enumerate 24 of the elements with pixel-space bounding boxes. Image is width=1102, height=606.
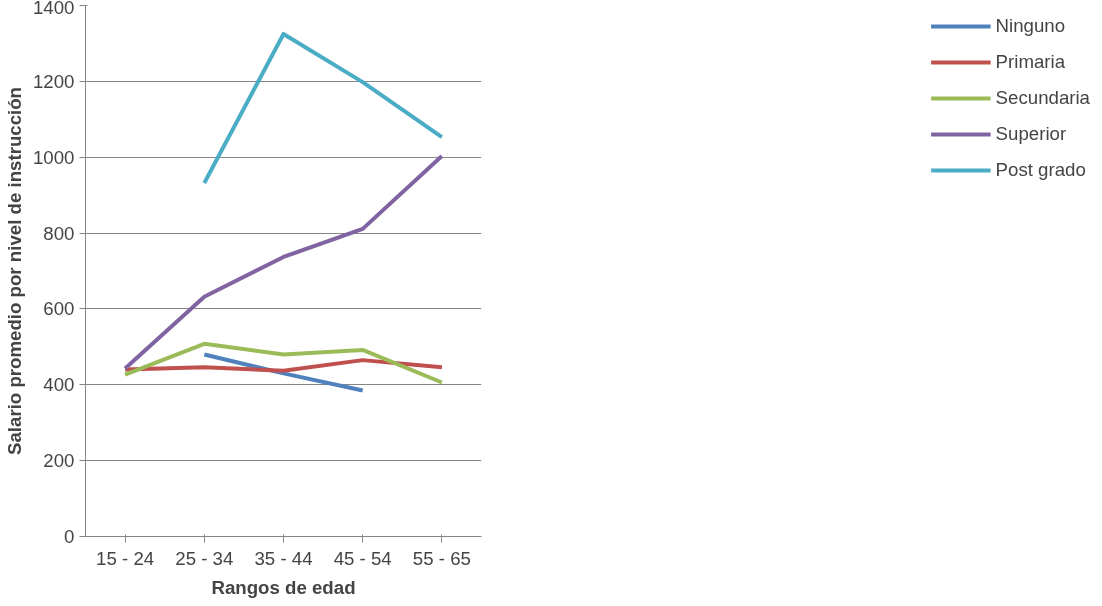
line-series (123, 358, 444, 373)
legend-label: Superior (995, 123, 1067, 145)
x-tick-label: 35 - 44 (254, 547, 313, 569)
y-tick-label: 1000 (33, 146, 75, 168)
y-tick-label: 1200 (33, 70, 75, 92)
line-series (123, 154, 444, 371)
y-tick-label: 800 (43, 222, 75, 244)
x-tick-label: 25 - 34 (175, 547, 234, 569)
line-series (123, 341, 444, 385)
y-tick-label: 200 (43, 450, 75, 472)
x-tick-label: 15 - 24 (96, 547, 155, 569)
line-series (202, 31, 444, 186)
legend-label: Primaria (995, 51, 1066, 73)
x-tick-label: 45 - 54 (333, 547, 392, 569)
x-axis-title: Rangos de edad (211, 576, 356, 598)
y-tick-label: 400 (43, 374, 75, 396)
x-tick-label: 55 - 65 (412, 547, 471, 569)
y-axis-title: Salario promedio por nivel de instrucción (4, 86, 25, 456)
y-tick-label: 0 (64, 526, 75, 547)
legend-label: Ninguno (995, 15, 1066, 37)
legend-label: Post grado (995, 159, 1086, 181)
y-tick-label: 600 (43, 298, 75, 320)
y-tick-label: 1400 (33, 0, 75, 18)
legend-label: Secundaria (995, 87, 1090, 109)
